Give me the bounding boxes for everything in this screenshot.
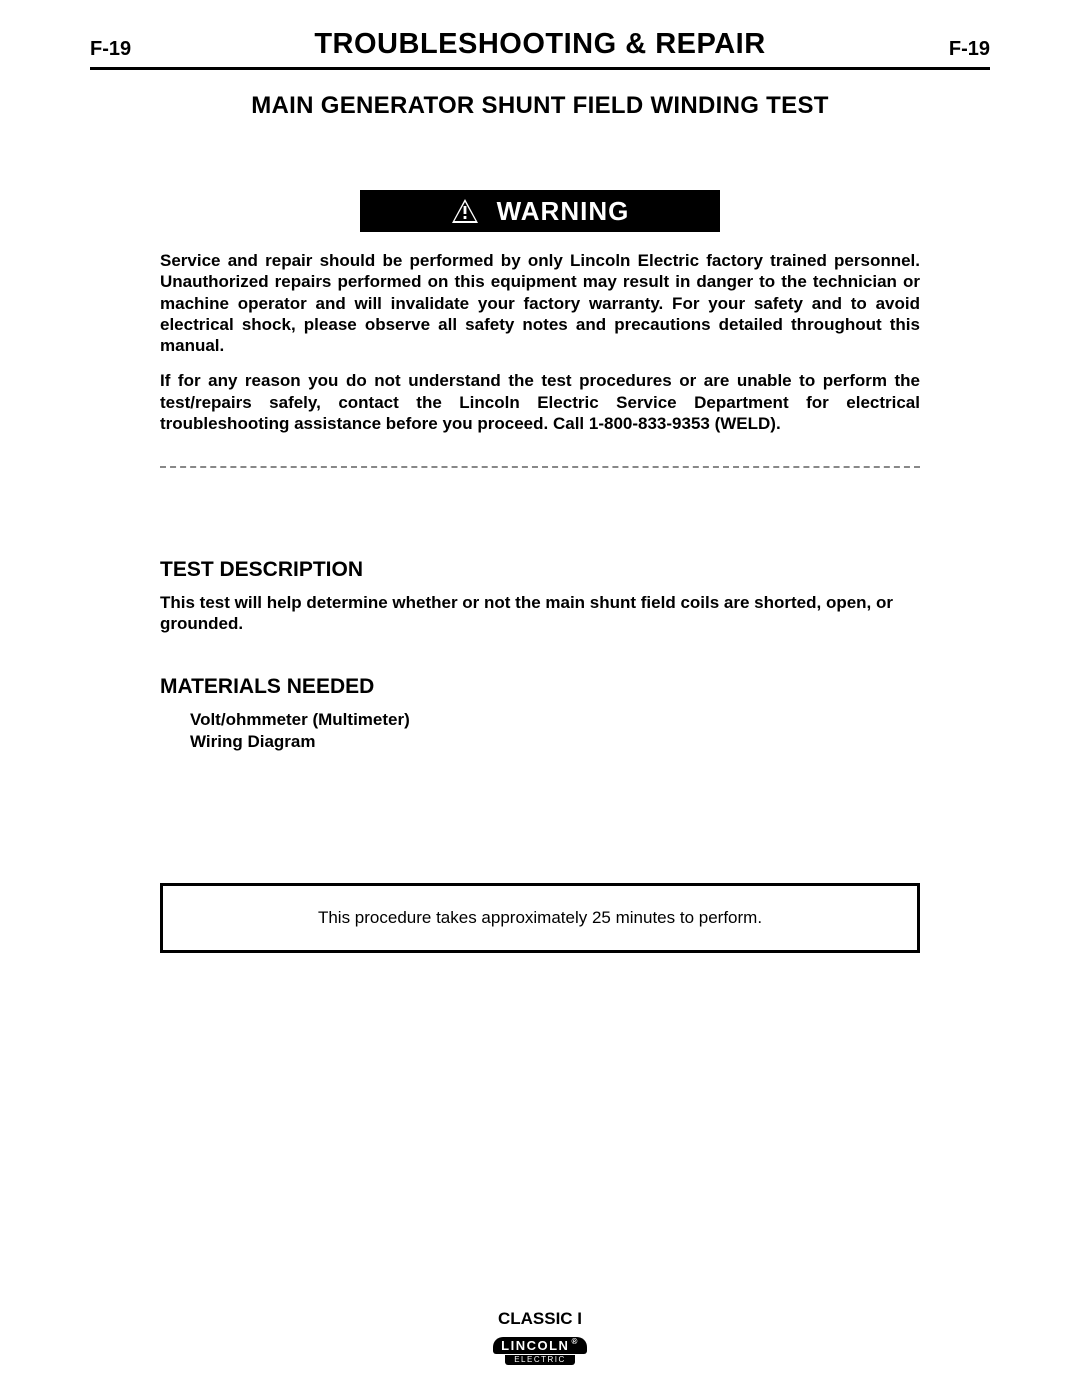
test-description-heading: TEST DESCRIPTION bbox=[160, 558, 920, 582]
materials-needed-heading: MATERIALS NEEDED bbox=[160, 675, 920, 699]
registered-mark: ® bbox=[571, 1337, 578, 1346]
materials-item: Volt/ohmmeter (Multimeter) bbox=[190, 709, 920, 731]
warning-banner: WARNING bbox=[360, 190, 720, 232]
warning-paragraph-2: If for any reason you do not understand … bbox=[160, 370, 920, 434]
page-code-right: F-19 bbox=[949, 38, 990, 61]
manual-page: F-19 TROUBLESHOOTING & REPAIR F-19 MAIN … bbox=[0, 0, 1080, 1397]
test-description-body: This test will help determine whether or… bbox=[160, 592, 920, 635]
lincoln-electric-logo: LINCOLN ® ELECTRIC bbox=[493, 1337, 587, 1365]
logo-brand-text: LINCOLN bbox=[501, 1338, 569, 1353]
logo-subbrand: ELECTRIC bbox=[505, 1355, 575, 1365]
page-footer: CLASSIC I LINCOLN ® ELECTRIC bbox=[0, 1309, 1080, 1367]
warning-paragraph-1: Service and repair should be performed b… bbox=[160, 250, 920, 356]
materials-list: Volt/ohmmeter (Multimeter) Wiring Diagra… bbox=[190, 709, 920, 753]
warning-triangle-icon bbox=[451, 198, 479, 224]
materials-item: Wiring Diagram bbox=[190, 731, 920, 753]
time-note-text: This procedure takes approximately 25 mi… bbox=[318, 908, 762, 927]
dashed-divider bbox=[160, 466, 920, 468]
logo-brand: LINCOLN ® bbox=[493, 1337, 587, 1354]
page-subtitle: MAIN GENERATOR SHUNT FIELD WINDING TEST bbox=[90, 92, 990, 120]
page-header: F-19 TROUBLESHOOTING & REPAIR F-19 bbox=[90, 28, 990, 70]
section-title: TROUBLESHOOTING & REPAIR bbox=[131, 28, 949, 61]
time-note-box: This procedure takes approximately 25 mi… bbox=[160, 883, 920, 953]
warning-label: WARNING bbox=[497, 196, 630, 227]
footer-model: CLASSIC I bbox=[0, 1309, 1080, 1329]
warning-body: Service and repair should be performed b… bbox=[160, 250, 920, 434]
page-code-left: F-19 bbox=[90, 38, 131, 61]
